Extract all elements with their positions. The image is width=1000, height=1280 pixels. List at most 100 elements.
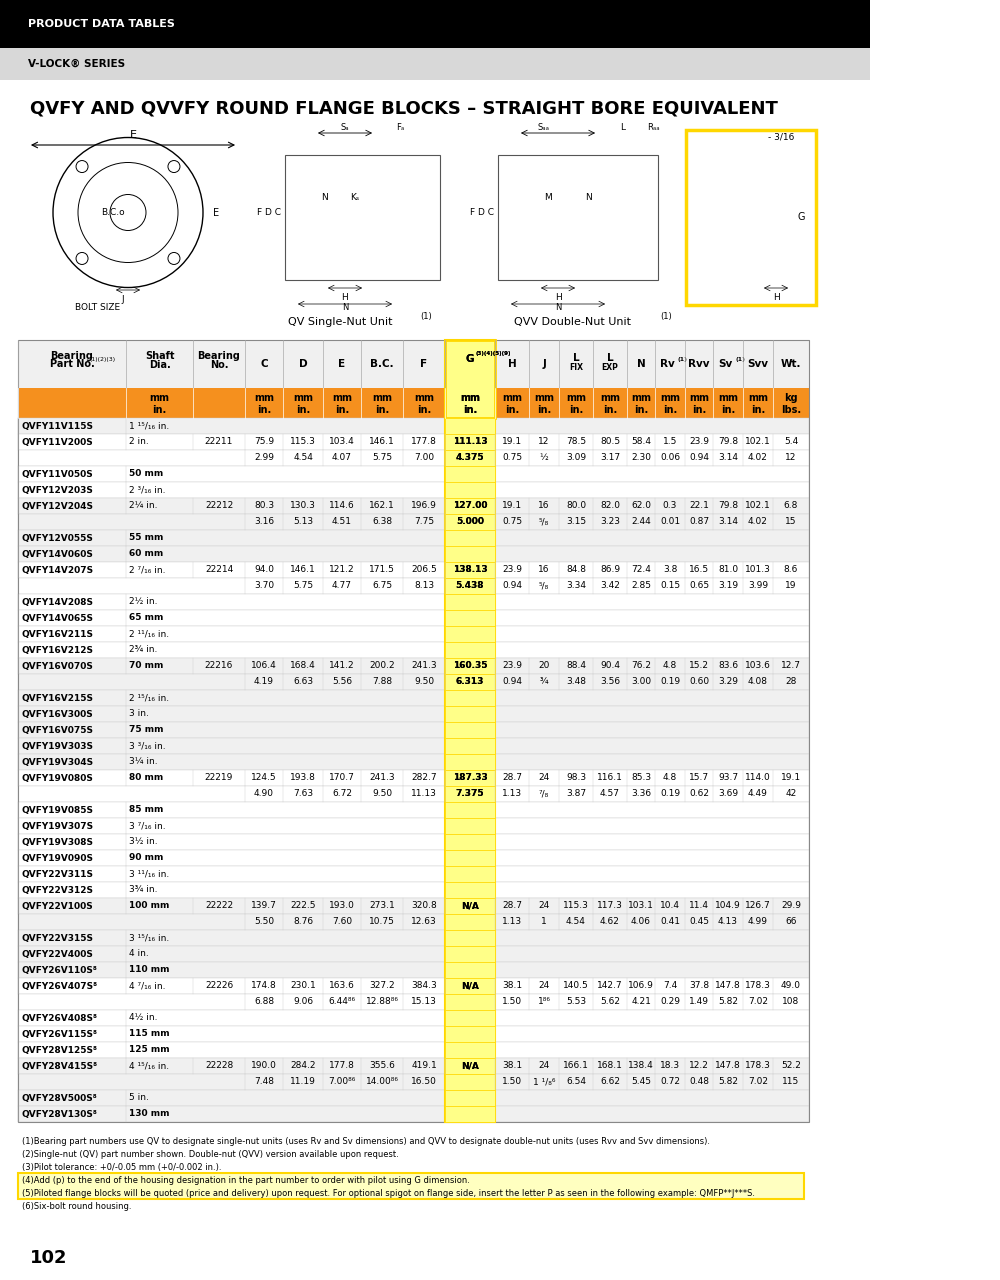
Text: 4 ¹⁵/₁₆ in.: 4 ¹⁵/₁₆ in.: [129, 1061, 169, 1070]
Bar: [445, 388, 495, 419]
Text: in.: in.: [417, 404, 431, 415]
Text: QVFY19V308S: QVFY19V308S: [21, 837, 93, 846]
Text: ½: ½: [540, 453, 548, 462]
Bar: [445, 1059, 495, 1074]
Text: 4.375: 4.375: [456, 453, 484, 462]
Text: 10.75: 10.75: [369, 918, 395, 927]
Bar: [445, 1010, 495, 1027]
Text: 90.4: 90.4: [600, 662, 620, 671]
Text: 20: 20: [538, 662, 550, 671]
Bar: [445, 1106, 495, 1123]
Text: 5.438: 5.438: [456, 581, 484, 590]
Text: QVFY14V207S: QVFY14V207S: [21, 566, 93, 575]
Bar: [18, 995, 809, 1010]
Text: in.: in.: [296, 404, 310, 415]
Text: J: J: [122, 296, 124, 305]
Text: 3.8: 3.8: [663, 566, 677, 575]
Text: 12: 12: [785, 453, 797, 462]
Text: 4 in.: 4 in.: [129, 950, 149, 959]
Text: 3 ¹¹/₁₆ in.: 3 ¹¹/₁₆ in.: [129, 869, 169, 878]
Text: 2¾ in.: 2¾ in.: [129, 645, 157, 654]
Text: 241.3: 241.3: [369, 773, 395, 782]
Bar: [445, 483, 495, 498]
Text: 29.9: 29.9: [781, 901, 801, 910]
Text: 4.99: 4.99: [748, 918, 768, 927]
Text: Sv: Sv: [718, 358, 732, 369]
Text: 4.21: 4.21: [631, 997, 651, 1006]
Text: 103.4: 103.4: [329, 438, 355, 447]
Text: QVFY16V215S: QVFY16V215S: [21, 694, 93, 703]
Text: 5.53: 5.53: [566, 997, 586, 1006]
Text: 114.0: 114.0: [745, 773, 771, 782]
Bar: [18, 388, 809, 419]
Bar: [445, 786, 495, 803]
Text: 115.3: 115.3: [563, 901, 589, 910]
Text: 141.2: 141.2: [329, 662, 355, 671]
Text: 75 mm: 75 mm: [129, 726, 164, 735]
Text: 24: 24: [538, 1061, 550, 1070]
Bar: [445, 530, 495, 547]
Text: QVV Double-Nut Unit: QVV Double-Nut Unit: [514, 317, 631, 326]
Text: 79.8: 79.8: [718, 438, 738, 447]
Text: 78.5: 78.5: [566, 438, 586, 447]
Bar: [18, 754, 809, 771]
Text: 38.1: 38.1: [502, 1061, 522, 1070]
Text: 4 ⁷/₁₆ in.: 4 ⁷/₁₆ in.: [129, 982, 166, 991]
Text: QVFY22V315S: QVFY22V315S: [21, 933, 93, 942]
Text: ¾: ¾: [540, 677, 548, 686]
Text: 187.33: 187.33: [453, 773, 487, 782]
Text: 101.3: 101.3: [745, 566, 771, 575]
Bar: [18, 899, 809, 914]
Text: 5.82: 5.82: [718, 1078, 738, 1087]
Text: 111.13: 111.13: [453, 438, 487, 447]
Text: mm: mm: [566, 393, 586, 403]
Text: 2.99: 2.99: [254, 453, 274, 462]
Text: Fₐ: Fₐ: [396, 123, 404, 133]
Text: in.: in.: [569, 404, 583, 415]
Text: 62.0: 62.0: [631, 502, 651, 511]
Text: 19.1: 19.1: [502, 502, 522, 511]
Text: 28.7: 28.7: [502, 901, 522, 910]
Bar: [445, 882, 495, 899]
Text: 75.9: 75.9: [254, 438, 274, 447]
Text: 79.8: 79.8: [718, 502, 738, 511]
Text: 9.50: 9.50: [414, 677, 434, 686]
Text: 70 mm: 70 mm: [129, 662, 163, 671]
Text: 222.5: 222.5: [290, 901, 316, 910]
Bar: [18, 658, 809, 675]
Text: 147.8: 147.8: [715, 1061, 741, 1070]
Text: 16.50: 16.50: [411, 1078, 437, 1087]
Text: QVFY19V307S: QVFY19V307S: [21, 822, 93, 831]
Text: 6.38: 6.38: [372, 517, 392, 526]
Text: (3)(4)(5)(9): (3)(4)(5)(9): [475, 351, 511, 356]
Text: 65 mm: 65 mm: [129, 613, 163, 622]
Text: mm: mm: [460, 393, 480, 403]
Text: in.: in.: [257, 404, 271, 415]
Text: 102.1: 102.1: [745, 438, 771, 447]
Text: 5.82: 5.82: [718, 997, 738, 1006]
Text: 81.0: 81.0: [718, 566, 738, 575]
Text: C: C: [260, 358, 268, 369]
Text: 4.02: 4.02: [748, 453, 768, 462]
Text: in.: in.: [603, 404, 617, 415]
Bar: [18, 1172, 804, 1199]
Bar: [686, 131, 816, 305]
Text: 2 ³/₁₆ in.: 2 ³/₁₆ in.: [129, 485, 166, 494]
Text: E: E: [130, 131, 136, 140]
Text: 11.13: 11.13: [411, 790, 437, 799]
Text: 3.14: 3.14: [718, 517, 738, 526]
Text: Rₐₐ: Rₐₐ: [647, 123, 659, 133]
Bar: [18, 786, 809, 803]
Bar: [18, 1010, 809, 1027]
Text: mm: mm: [748, 393, 768, 403]
Bar: [18, 722, 809, 739]
Text: 80.0: 80.0: [566, 502, 586, 511]
Text: 4.08: 4.08: [748, 677, 768, 686]
Text: 126.7: 126.7: [745, 901, 771, 910]
Bar: [18, 1074, 809, 1091]
Text: L: L: [573, 353, 579, 364]
Text: 1.50: 1.50: [502, 997, 522, 1006]
Text: 168.4: 168.4: [290, 662, 316, 671]
Text: V-LOCK® SERIES: V-LOCK® SERIES: [28, 59, 125, 69]
Text: Svv: Svv: [748, 358, 768, 369]
